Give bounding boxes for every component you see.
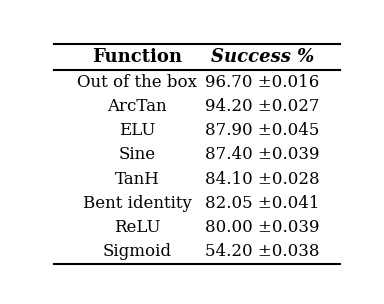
Text: ReLU: ReLU xyxy=(114,219,161,236)
Text: ArcTan: ArcTan xyxy=(108,98,167,115)
Text: 54.20 ±0.038: 54.20 ±0.038 xyxy=(205,243,319,260)
Text: Out of the box: Out of the box xyxy=(77,74,197,91)
Text: 87.40 ±0.039: 87.40 ±0.039 xyxy=(205,147,319,164)
Text: Sine: Sine xyxy=(119,147,156,164)
Text: 80.00 ±0.039: 80.00 ±0.039 xyxy=(205,219,319,236)
Text: ELU: ELU xyxy=(119,122,156,139)
Text: Sigmoid: Sigmoid xyxy=(103,243,172,260)
Text: Function: Function xyxy=(92,48,182,66)
Text: 96.70 ±0.016: 96.70 ±0.016 xyxy=(205,74,319,91)
Text: 82.05 ±0.041: 82.05 ±0.041 xyxy=(205,195,319,212)
Text: 87.90 ±0.045: 87.90 ±0.045 xyxy=(205,122,319,139)
Text: TanH: TanH xyxy=(115,171,160,188)
Text: Bent identity: Bent identity xyxy=(83,195,192,212)
Text: Success %: Success % xyxy=(211,48,314,66)
Text: 94.20 ±0.027: 94.20 ±0.027 xyxy=(205,98,319,115)
Text: 84.10 ±0.028: 84.10 ±0.028 xyxy=(205,171,319,188)
